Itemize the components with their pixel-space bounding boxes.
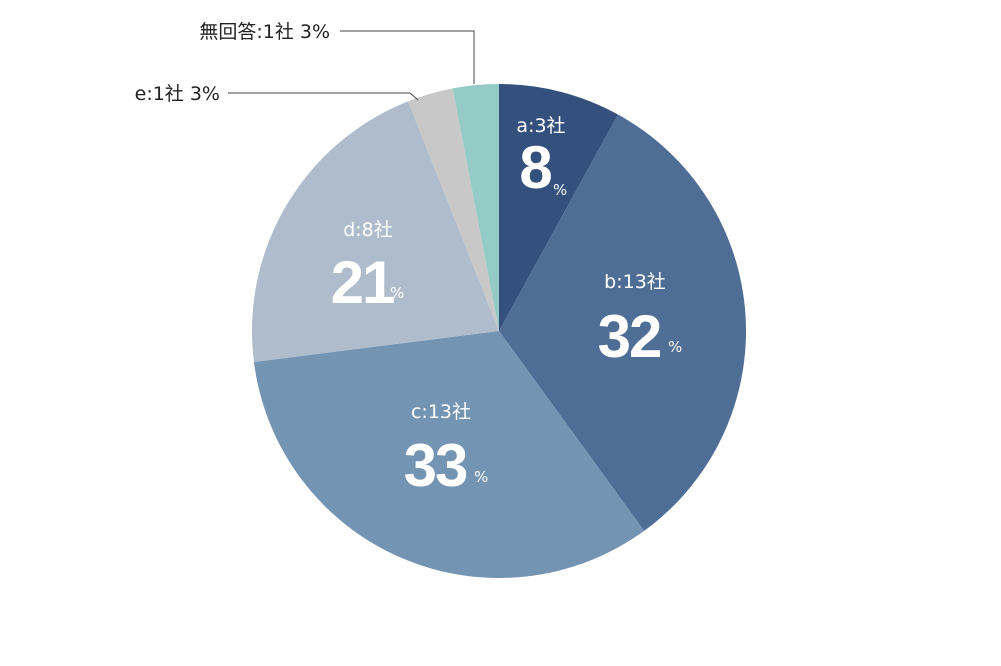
slice-percent: 33 [404,432,467,499]
slice-label: d:8社 [343,219,393,241]
pie-slice-4 [408,88,499,331]
slice-percent: 8 [519,134,551,201]
slice-label: c:13社 [411,401,471,423]
callout-leader-line [340,30,475,84]
pie-callouts: e:1社 3% 無回答:1社 3% [135,21,475,105]
slice-label: b:13社 [604,271,666,293]
slice-percent-unit: % [390,284,404,302]
callout-leader-line [228,92,419,101]
pie-slice-5 [452,84,499,331]
callout-label: e:1社 3% [135,83,220,105]
pie-slice-1 [499,114,747,531]
pie-slice-3 [252,101,499,362]
pie-slice-0 [499,84,618,331]
pie-slice-2 [253,331,645,578]
pie-labels: a:3社8 % b:13社 32 % c:13社 33 % d:8社 21% [331,115,683,499]
slice-label: a:3社 [516,115,565,137]
callout-label: 無回答:1社 3% [199,21,330,43]
slice-percent: 21 [331,249,394,316]
slice-percent-unit: % [553,181,567,199]
slice-percent: 32 [598,303,661,370]
slice-percent-unit: % [474,468,488,486]
slice-percent-unit: % [668,338,682,356]
pie-slices [252,84,747,578]
